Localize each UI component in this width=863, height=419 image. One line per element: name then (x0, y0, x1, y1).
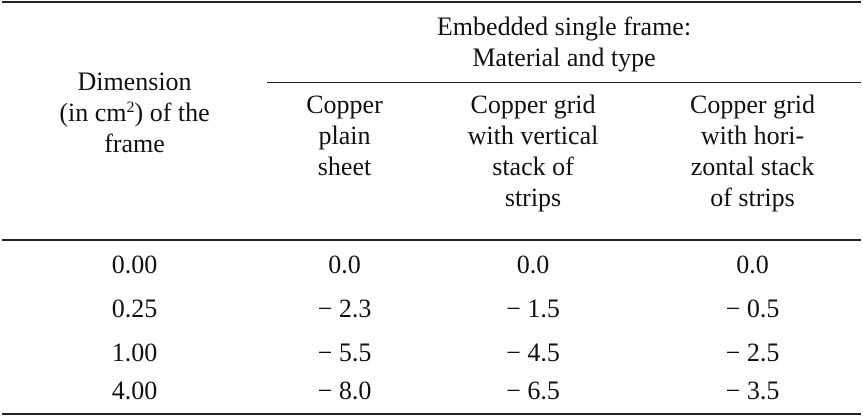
column-header-copper-plain-sheet: Copper plain sheet (267, 89, 422, 182)
dimension-header-line-1: Dimension (77, 67, 192, 96)
col3-header-line-4: of strips (710, 183, 795, 212)
row-dimension: 4.00 (111, 376, 158, 405)
header-rule (2, 239, 861, 241)
cell-copper-grid-vertical: − 1.5 (506, 294, 560, 323)
col3-header-line-1: Copper grid (690, 90, 815, 119)
cell-copper-grid-horizontal: − 0.5 (725, 294, 780, 323)
dimension-header-superscript: 2 (126, 99, 135, 116)
table-row: 1.00 − 5.5 − 4.5 − 2.5 (2, 337, 861, 377)
dimension-header-line-2: (in cm2) of the (2, 97, 267, 128)
cell-copper-plain-sheet: − 8.0 (317, 376, 372, 405)
col1-header-line-3: sheet (317, 152, 372, 181)
cell-copper-grid-horizontal: − 3.5 (725, 376, 780, 405)
cell-copper-grid-vertical: 0.0 (516, 250, 550, 279)
col1-header-line-2: plain (318, 121, 371, 150)
dimension-header-unit-suffix: ) of the (134, 98, 210, 127)
col1-header-line-1: Copper (306, 90, 383, 119)
row-dimension: 0.00 (111, 250, 158, 279)
cell-copper-plain-sheet: − 5.5 (317, 338, 372, 367)
column-header-copper-grid-vertical: Copper grid with vertical stack of strip… (422, 89, 644, 213)
bottom-rule (2, 413, 861, 415)
group-header-line-2: Material and type (472, 43, 656, 72)
col3-header-line-2: with hori- (700, 121, 805, 150)
table-row: 0.00 0.0 0.0 0.0 (2, 249, 861, 289)
col2-header-line-4: strips (504, 183, 562, 212)
table-row: 4.00 − 8.0 − 6.5 − 3.5 (2, 375, 861, 415)
col3-header-line-3: zontal stack (690, 152, 815, 181)
table-row: 0.25 − 2.3 − 1.5 − 0.5 (2, 293, 861, 333)
col2-header-line-2: with vertical (467, 121, 599, 150)
top-rule (2, 1, 861, 3)
group-header: Embedded single frame: Material and type (267, 11, 861, 73)
group-header-rule (267, 82, 861, 83)
cell-copper-plain-sheet: − 2.3 (317, 294, 372, 323)
dimension-column-header: Dimension (in cm2) of the frame (2, 66, 267, 159)
cell-copper-grid-horizontal: − 2.5 (725, 338, 780, 367)
dimension-header-line-3: frame (104, 129, 165, 158)
dimension-header-unit-prefix: (in cm (59, 98, 127, 127)
cell-copper-grid-vertical: − 6.5 (506, 376, 560, 405)
col2-header-line-3: stack of (492, 152, 574, 181)
row-dimension: 0.25 (111, 294, 158, 323)
row-dimension: 1.00 (111, 338, 158, 367)
cell-copper-grid-vertical: − 4.5 (506, 338, 560, 367)
cell-copper-grid-horizontal: 0.0 (736, 250, 769, 279)
col2-header-line-1: Copper grid (470, 90, 596, 119)
cell-copper-plain-sheet: 0.0 (328, 250, 361, 279)
group-header-line-1: Embedded single frame: (436, 12, 692, 41)
column-header-copper-grid-horizontal: Copper grid with hori- zontal stack of s… (644, 89, 861, 213)
